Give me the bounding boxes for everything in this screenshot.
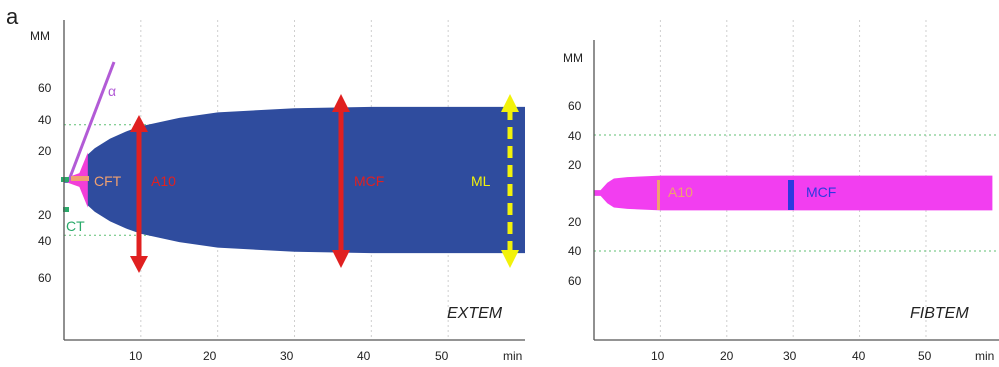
fibtem-y-tick: 20 — [568, 158, 582, 172]
fibtem-y-tick: 60 — [568, 99, 582, 113]
extem-y-unit: MM — [30, 29, 50, 43]
fibtem-x-tick: 30 — [783, 349, 797, 363]
extem-x-tick: 10 — [129, 349, 143, 363]
extem-ct-label: CT — [66, 218, 85, 234]
fibtem-panel: A10 MCF MM 60 40 20 20 40 60 10 20 30 40… — [563, 20, 999, 363]
extem-cft-label: CFT — [94, 173, 122, 189]
fibtem-a10-marker — [657, 180, 660, 210]
extem-x-tick: 50 — [435, 349, 449, 363]
extem-x-tick: 20 — [203, 349, 217, 363]
fibtem-x-tick: 20 — [720, 349, 734, 363]
fibtem-x-tick: 40 — [852, 349, 866, 363]
extem-x-unit: min — [503, 349, 522, 363]
fibtem-x-unit: min — [975, 349, 994, 363]
extem-y-tick: 60 — [38, 81, 52, 95]
fibtem-mcf-marker — [788, 180, 794, 210]
extem-y-tick: 20 — [38, 144, 52, 158]
extem-y-tick: 60 — [38, 271, 52, 285]
fibtem-y-tick: 40 — [568, 129, 582, 143]
extem-x-tick: 40 — [357, 349, 371, 363]
figure-label: a — [6, 4, 19, 29]
fibtem-y-tick: 40 — [568, 244, 582, 258]
extem-panel: α CFT CT A10 MCF ML M — [30, 20, 525, 363]
extem-ct-marker-top — [61, 177, 69, 182]
fibtem-x-tick: 10 — [651, 349, 665, 363]
fibtem-panel-label: FIBTEM — [910, 305, 969, 322]
extem-y-tick: 40 — [38, 113, 52, 127]
fibtem-a10-label: A10 — [668, 184, 693, 200]
extem-ml-label: ML — [471, 173, 491, 189]
fibtem-mcf-label: MCF — [806, 184, 836, 200]
fibtem-y-tick: 20 — [568, 215, 582, 229]
extem-alpha-label: α — [108, 83, 116, 99]
fibtem-x-tick: 50 — [918, 349, 932, 363]
extem-cft-marker — [71, 176, 89, 181]
extem-mcf-arrow — [332, 94, 350, 268]
extem-ct-marker-bottom — [63, 207, 69, 212]
fibtem-y-tick: 60 — [568, 274, 582, 288]
extem-y-tick: 20 — [38, 208, 52, 222]
extem-alpha-line — [67, 61, 116, 181]
extem-x-tick: 30 — [280, 349, 294, 363]
extem-mcf-label: MCF — [354, 173, 384, 189]
extem-y-tick: 40 — [38, 234, 52, 248]
extem-a10-label: A10 — [151, 173, 176, 189]
extem-a10-arrow — [130, 115, 148, 273]
extem-clot-body — [64, 106, 525, 254]
extem-ml-arrow — [501, 94, 519, 268]
extem-panel-label: EXTEM — [447, 305, 503, 322]
fibtem-y-unit: MM — [563, 51, 583, 65]
